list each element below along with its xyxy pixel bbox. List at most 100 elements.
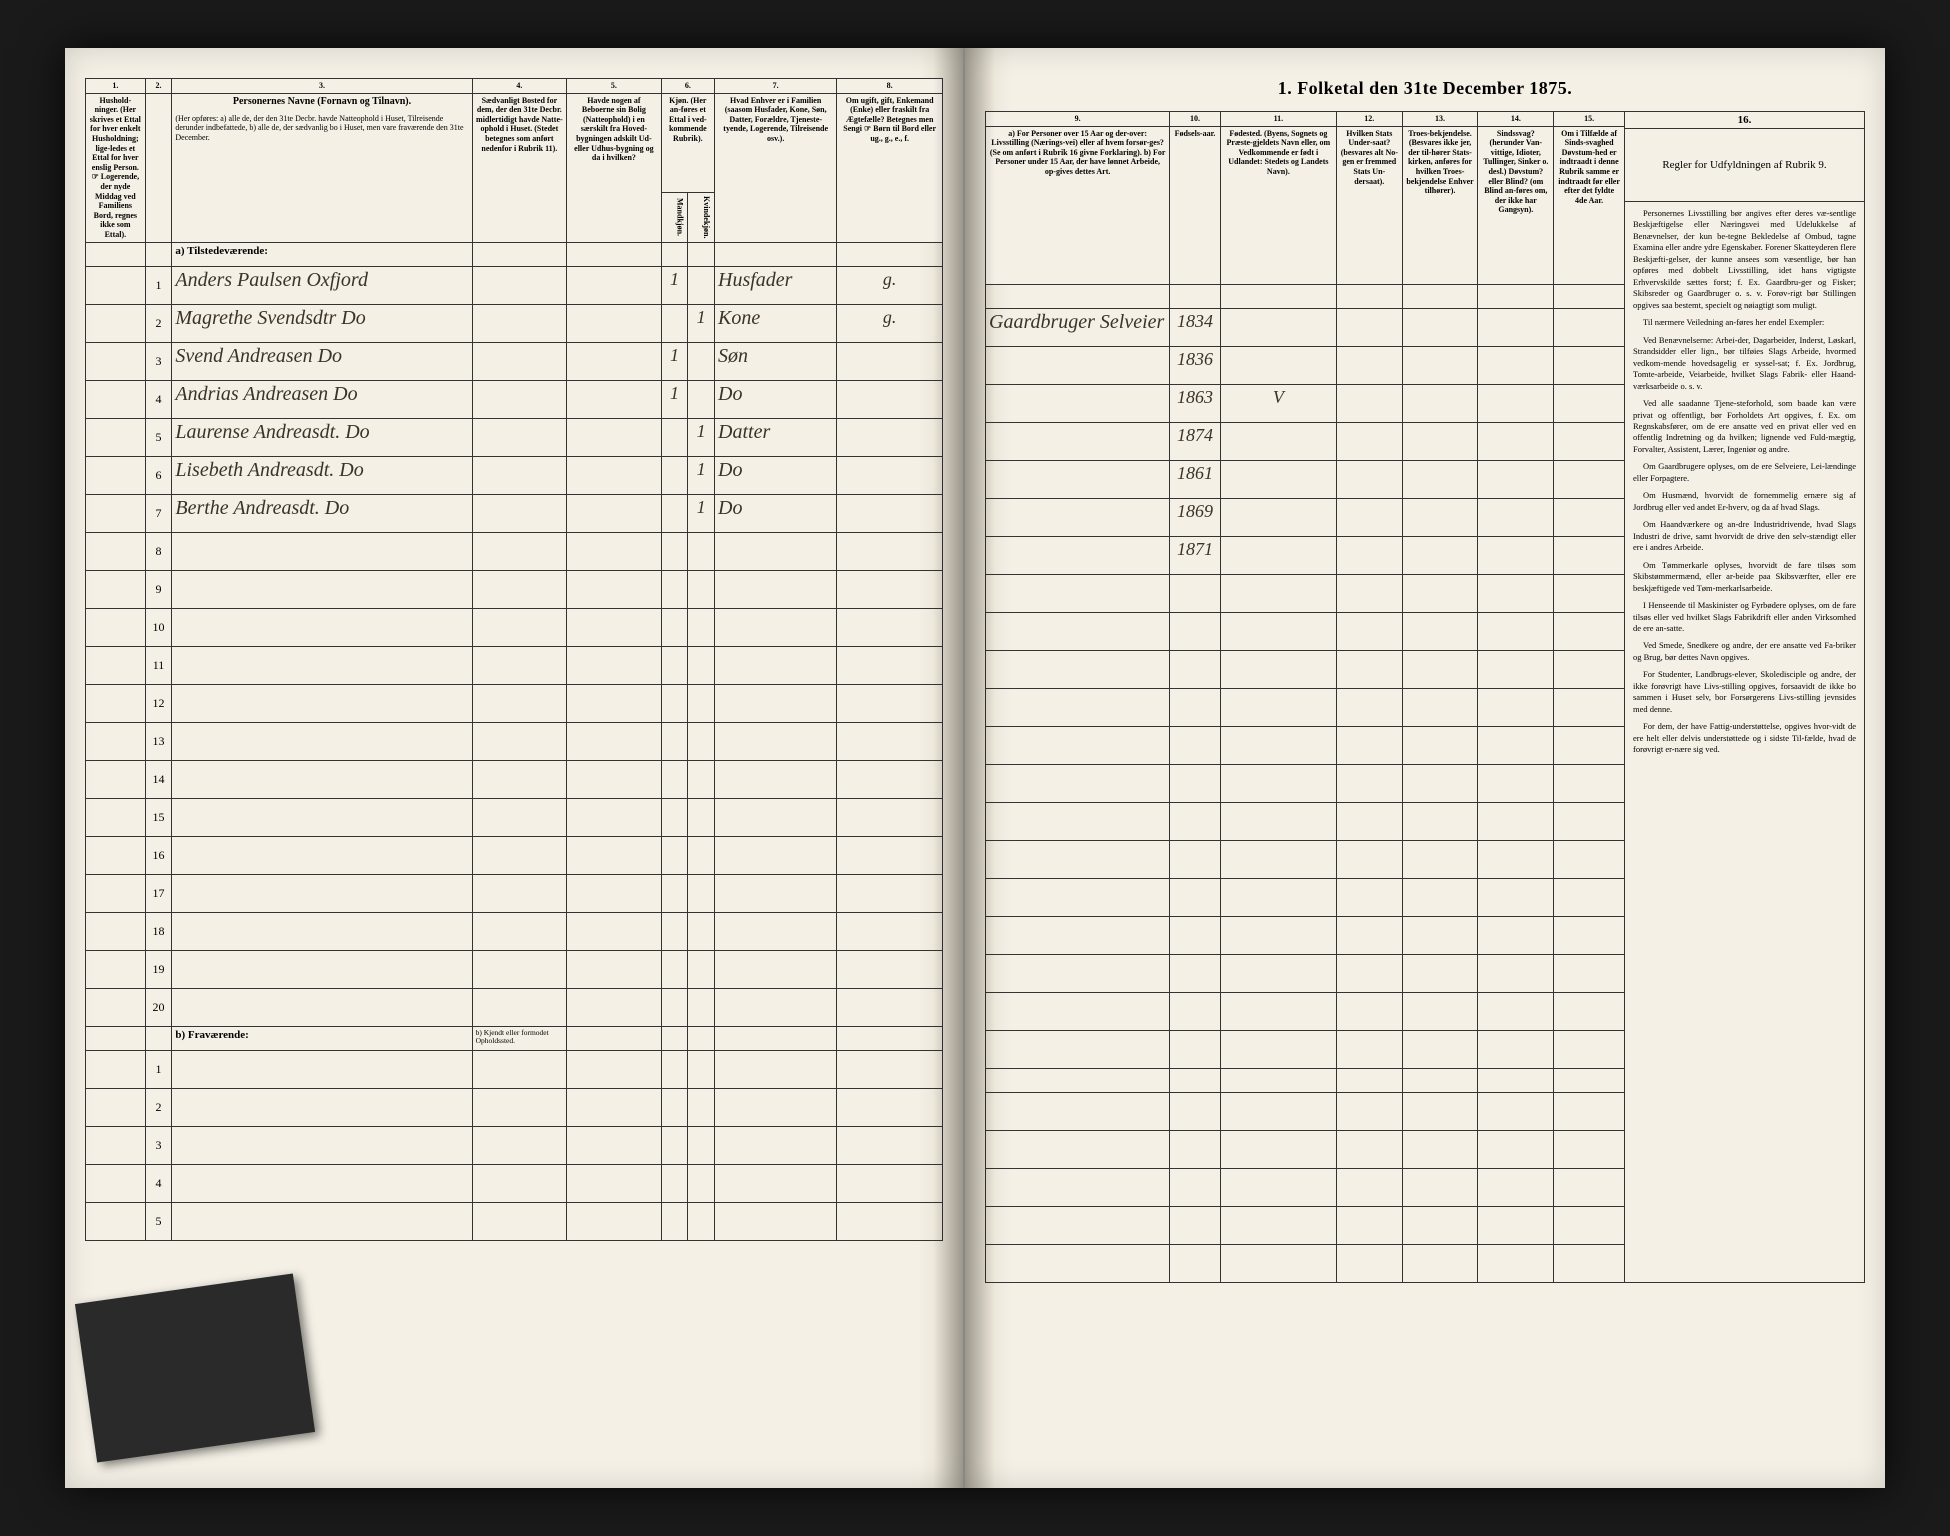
- table-row: 1861: [986, 460, 1625, 498]
- table-row: 2: [86, 1088, 943, 1126]
- table-row: [986, 954, 1625, 992]
- header-households: Hushold- ninger. (Her skrives et Ettal f…: [86, 93, 146, 242]
- col-8: 8.: [837, 79, 943, 94]
- col-1: 1.: [86, 79, 146, 94]
- table-row: 17: [86, 874, 943, 912]
- col-12: 12.: [1336, 112, 1402, 127]
- column-number-row: 1. 2. 3. 4. 5. 6. 7. 8.: [86, 79, 943, 94]
- table-row: 9: [86, 570, 943, 608]
- table-row: 19: [86, 950, 943, 988]
- table-row: 1863V: [986, 384, 1625, 422]
- table-row: [986, 688, 1625, 726]
- table-row: 14: [86, 760, 943, 798]
- header-faith: Troes-bekjendelse. (Besvares ikke jer, d…: [1402, 126, 1478, 284]
- table-row: 7Berthe Andreasdt. Do1Do: [86, 494, 943, 532]
- table-row: [986, 650, 1625, 688]
- header-disability: Sindssvag? (herunder Van-vittige, Idiote…: [1478, 126, 1554, 284]
- table-row: [986, 612, 1625, 650]
- table-row: 15: [86, 798, 943, 836]
- header-text-row-right: a) For Personer over 15 Aar og der-over:…: [986, 126, 1625, 284]
- table-row: Gaardbruger Selveier1834: [986, 308, 1625, 346]
- table-row: 4: [86, 1164, 943, 1202]
- header-birthyear: Fødsels-aar.: [1170, 126, 1221, 284]
- table-row: [986, 992, 1625, 1030]
- header-male: Mandkjøn.: [661, 192, 688, 242]
- col-6: 6.: [661, 79, 714, 94]
- corner-tab: [75, 1273, 315, 1462]
- table-row: 11: [86, 646, 943, 684]
- table-row: [986, 840, 1625, 878]
- table-row: 1874: [986, 422, 1625, 460]
- col-4: 4.: [472, 79, 567, 94]
- table-row: 1869: [986, 498, 1625, 536]
- table-row: [986, 1244, 1625, 1282]
- header-blank: [145, 93, 172, 242]
- table-row: 5: [86, 1202, 943, 1240]
- table-body-left: a) Tilstedeværende: 1Anders Paulsen Oxfj…: [86, 242, 943, 1240]
- table-row: 12: [86, 684, 943, 722]
- table-row: 8: [86, 532, 943, 570]
- header-occupation: a) For Personer over 15 Aar og der-over:…: [986, 126, 1170, 284]
- header-birthplace: Fødested. (Byens, Sognets og Præste-gjel…: [1220, 126, 1336, 284]
- header-names: Personernes Navne (Fornavn og Tilnavn). …: [172, 93, 472, 242]
- table-row: 16: [86, 836, 943, 874]
- page-title: 1. Folketal den 31te December 1875.: [985, 78, 1865, 99]
- table-row: 3Svend Andreasen Do1Søn: [86, 342, 943, 380]
- col-2: 2.: [145, 79, 172, 94]
- table-body-right: Gaardbruger Selveier183418361863V1874186…: [986, 284, 1625, 1282]
- section-b-row-right: [986, 1068, 1625, 1092]
- table-row: 20: [86, 988, 943, 1026]
- census-table-right: 9. 10. 11. 12. 13. 14. 15. a) For Person…: [985, 111, 1625, 1283]
- col-5: 5.: [567, 79, 662, 94]
- header-text-row: Hushold- ninger. (Her skrives et Ettal f…: [86, 93, 943, 192]
- table-row: [986, 1092, 1625, 1130]
- col-11: 11.: [1220, 112, 1336, 127]
- table-row: [986, 1130, 1625, 1168]
- table-row: [986, 574, 1625, 612]
- section-a-row: a) Tilstedeværende:: [86, 242, 943, 266]
- column-number-row-right: 9. 10. 11. 12. 13. 14. 15.: [986, 112, 1625, 127]
- instructions-column: 16. Regler for Udfyldningen af Rubrik 9.…: [1625, 111, 1865, 1283]
- table-row: [986, 1206, 1625, 1244]
- header-nationality: Hvilken Stats Under-saat? (besvares alt …: [1336, 126, 1402, 284]
- header-family-role: Hvad Enhver er i Familien (saasom Husfad…: [715, 93, 837, 242]
- table-row: 10: [86, 608, 943, 646]
- table-row: [986, 726, 1625, 764]
- table-row: [986, 1030, 1625, 1068]
- table-row: 6Lisebeth Andreasdt. Do1Do: [86, 456, 943, 494]
- page-right: 1. Folketal den 31te December 1875. 9. 1…: [965, 48, 1885, 1488]
- header-female: Kvindekjøn.: [688, 192, 715, 242]
- table-row: 1871: [986, 536, 1625, 574]
- header-residence: Sædvanligt Bosted for dem, der den 31te …: [472, 93, 567, 242]
- instructions-text: Personernes Livsstilling bør angives eft…: [1625, 202, 1864, 768]
- table-row: [986, 916, 1625, 954]
- table-row: [986, 802, 1625, 840]
- table-row: 13: [86, 722, 943, 760]
- table-row: 5Laurense Andreasdt. Do1Datter: [86, 418, 943, 456]
- table-row: [986, 1168, 1625, 1206]
- table-row: [986, 764, 1625, 802]
- table-row: 18: [86, 912, 943, 950]
- census-table-left: 1. 2. 3. 4. 5. 6. 7. 8. Hushold- ninger.…: [85, 78, 943, 1241]
- col-14: 14.: [1478, 112, 1554, 127]
- census-book: 1. 2. 3. 4. 5. 6. 7. 8. Hushold- ninger.…: [65, 48, 1885, 1488]
- instructions-header: Regler for Udfyldningen af Rubrik 9.: [1625, 129, 1864, 202]
- table-row: 2Magrethe Svendsdtr Do1Koneg.: [86, 304, 943, 342]
- header-marital: Om ugift, gift, Enkemand (Enke) eller fr…: [837, 93, 943, 242]
- header-outbuilding: Havde nogen af Beboerne sin Bolig (Natte…: [567, 93, 662, 242]
- table-row: 4Andrias Andreasen Do1Do: [86, 380, 943, 418]
- section-b-row: b) Fraværende:b) Kjendt eller formodet O…: [86, 1026, 943, 1050]
- col-16: 16.: [1625, 112, 1864, 129]
- header-disability-age: Om i Tilfælde af Sinds-svaghed Døvstum-h…: [1554, 126, 1625, 284]
- section-a-label: a) Tilstedeværende:: [172, 242, 472, 266]
- col-10: 10.: [1170, 112, 1221, 127]
- header-sex: Kjøn. (Her an-føres et Ettal i ved-komme…: [661, 93, 714, 192]
- col-15: 15.: [1554, 112, 1625, 127]
- col-7: 7.: [715, 79, 837, 94]
- col-3: 3.: [172, 79, 472, 94]
- table-row: [986, 878, 1625, 916]
- table-row: 1836: [986, 346, 1625, 384]
- col-13: 13.: [1402, 112, 1478, 127]
- table-row: 1Anders Paulsen Oxfjord1Husfaderg.: [86, 266, 943, 304]
- page-left: 1. 2. 3. 4. 5. 6. 7. 8. Hushold- ninger.…: [65, 48, 965, 1488]
